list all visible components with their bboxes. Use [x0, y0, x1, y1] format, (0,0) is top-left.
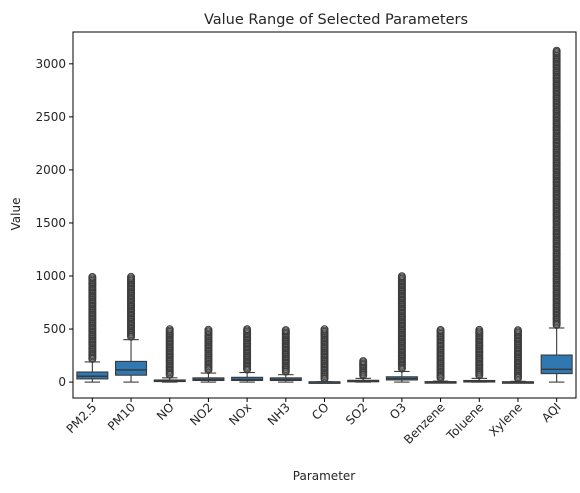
flier-point [204, 325, 213, 334]
y-tick-label: 1000 [35, 269, 66, 283]
y-tick-label: 3000 [35, 57, 66, 71]
x-tick-label: Benzene [401, 400, 448, 447]
y-tick-label: 500 [43, 322, 66, 336]
x-tick-label: CO [309, 400, 332, 423]
flier-point [127, 272, 136, 281]
flier-point [320, 325, 329, 334]
flier-point [475, 325, 484, 334]
flier-point [88, 273, 97, 281]
y-tick-label: 2000 [35, 163, 66, 177]
x-tick-label: PM10 [105, 400, 138, 433]
y-tick-label: 0 [58, 375, 66, 389]
x-tick-label: O3 [387, 400, 409, 422]
plot-area: 0 500 1000 1500 2000 2500 3000 PM2.5 PM10 NO NO2 NO… [35, 31, 577, 447]
flier-point [397, 272, 406, 281]
x-tick-label: Toluene [443, 400, 486, 443]
box-pm25 [76, 371, 109, 380]
flier-point [165, 325, 174, 334]
x-tick-label: NH3 [265, 400, 293, 428]
x-axis-title: Parameter [293, 469, 355, 483]
y-tick-label: 2500 [35, 110, 66, 124]
y-axis-title: Value [9, 198, 23, 231]
flier-point [243, 325, 252, 334]
box-pm10 [115, 360, 148, 376]
x-tick-label: NO2 [187, 400, 215, 428]
y-tick-label: 1500 [35, 216, 66, 230]
flier-point [552, 46, 561, 55]
flier-point [513, 326, 522, 335]
chart-title: Value Range of Selected Parameters [204, 12, 468, 28]
x-tick-label: NOx [226, 400, 254, 428]
x-tick-label: SO2 [343, 400, 370, 427]
x-tick-label: PM2.5 [64, 400, 100, 436]
x-tick-label: NO [154, 400, 177, 423]
flier-point [436, 326, 445, 334]
x-tick-label: Xylene [486, 400, 525, 439]
x-tick-label: AQI [539, 400, 564, 425]
flier-point [359, 357, 368, 366]
flier-point [281, 326, 290, 335]
box-aqi [540, 354, 573, 375]
